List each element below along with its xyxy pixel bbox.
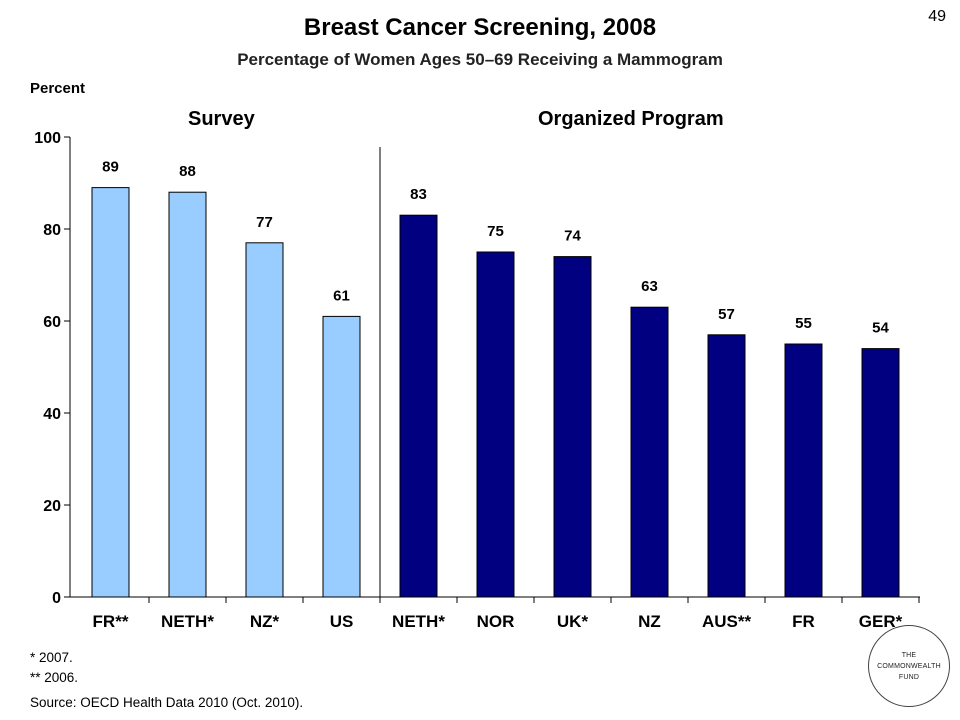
x-tick-label: AUS** — [702, 612, 752, 631]
chart-subtitle: Percentage of Women Ages 50–69 Receiving… — [237, 50, 723, 69]
bar-fr — [784, 343, 823, 598]
x-tick-label: UK* — [557, 612, 589, 631]
x-tick-label: NZ — [638, 612, 661, 631]
logo-line-2: COMMONWEALTH — [877, 662, 941, 670]
source-note: Source: OECD Health Data 2010 (Oct. 2010… — [30, 695, 304, 710]
y-tick-label: 80 — [43, 222, 61, 239]
x-tick-label: US — [330, 612, 354, 631]
bar-neth — [399, 214, 438, 598]
bar-value-label: 83 — [410, 186, 427, 203]
logo-line-1: THE — [901, 651, 917, 659]
y-axis-label: Percent — [30, 80, 86, 97]
y-tick-label: 0 — [52, 590, 61, 607]
footnote-2006: ** 2006. — [30, 670, 79, 685]
group-label-organized-program: Organized Program — [538, 108, 724, 130]
bar-value-label: 54 — [872, 320, 889, 337]
bar-nor — [476, 251, 515, 598]
bar-value-label: 88 — [179, 163, 196, 180]
bar-us — [322, 315, 361, 598]
bar-uk — [553, 256, 592, 598]
chart-title: Breast Cancer Screening, 2008 — [303, 14, 657, 41]
y-tick-label: 100 — [34, 130, 61, 147]
page-number: 49 — [928, 8, 946, 25]
x-tick-label: NETH* — [161, 612, 214, 631]
commonwealth-fund-logo: THE COMMONWEALTH FUND — [868, 625, 950, 707]
bar-value-label: 63 — [641, 278, 658, 295]
bar-value-label: 77 — [256, 214, 273, 231]
y-tick-label: 60 — [43, 314, 61, 331]
bar-value-label: 57 — [718, 306, 735, 323]
bar-value-label: 55 — [795, 315, 812, 332]
y-tick-label: 40 — [43, 406, 61, 423]
bar-nz — [630, 306, 669, 598]
bar-aus — [707, 334, 746, 598]
footnote-2007: * 2007. — [30, 650, 73, 665]
x-tick-label: NETH* — [392, 612, 445, 631]
bar-value-label: 75 — [487, 223, 504, 240]
x-tick-label: NZ* — [250, 612, 280, 631]
x-tick-label: FR — [792, 612, 815, 631]
bar-value-label: 61 — [333, 287, 350, 304]
group-label-survey: Survey — [188, 108, 255, 130]
bar-nz — [245, 242, 284, 598]
y-tick-label: 20 — [43, 498, 61, 515]
x-tick-label: FR** — [93, 612, 129, 631]
x-tick-label: GER* — [859, 612, 903, 631]
bar-value-label: 74 — [564, 228, 581, 245]
bar-fr — [91, 187, 130, 598]
x-tick-label: NOR — [477, 612, 515, 631]
logo-line-3: FUND — [898, 673, 920, 681]
bar-ger — [861, 348, 900, 598]
bar-value-label: 89 — [102, 159, 119, 176]
bar-neth — [168, 191, 207, 598]
